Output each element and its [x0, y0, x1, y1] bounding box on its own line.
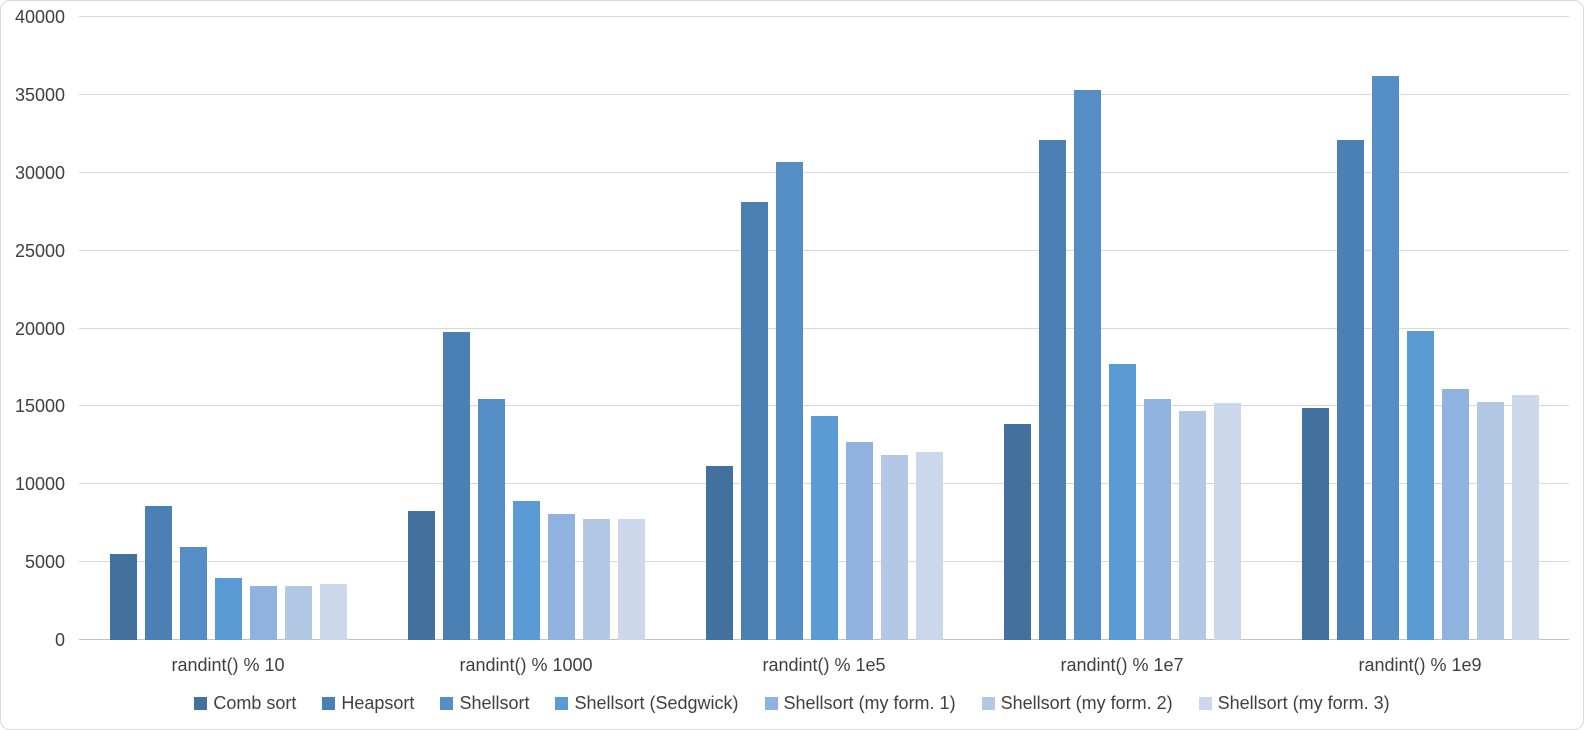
bar-comb-sort [1301, 407, 1329, 640]
bar-shellsort-my-form-1 [249, 585, 277, 640]
plot-area [79, 16, 1569, 640]
bar-comb-sort [705, 465, 733, 640]
legend-item-shellsort-my-form-1: Shellsort (my form. 1) [764, 692, 956, 714]
legend-label: Shellsort (my form. 2) [1000, 693, 1173, 713]
legend-item-shellsort-my-form-3: Shellsort (my form. 3) [1198, 692, 1390, 714]
bar-group-randint-1e7 [973, 17, 1271, 640]
y-axis-tick-label: 40000 [14, 7, 65, 27]
bar-group-randint-10 [79, 17, 377, 640]
bar-shellsort-my-form-2 [582, 519, 610, 640]
bar-groups-container [79, 17, 1569, 640]
legend-item-shellsort-sedgwick: Shellsort (Sedgwick) [555, 692, 739, 714]
bar-group-randint-1000 [377, 17, 675, 640]
legend-swatch-icon [322, 696, 336, 710]
bar-shellsort-my-form-3 [617, 519, 645, 640]
bar-shellsort-my-form-3 [319, 583, 347, 640]
y-axis-tick-label: 35000 [14, 84, 65, 105]
y-axis-tick-label: 10000 [14, 474, 65, 495]
gridline [79, 249, 1569, 251]
gridline [79, 405, 1569, 407]
legend-item-shellsort-my-form-2: Shellsort (my form. 2) [981, 692, 1173, 714]
bar-shellsort-my-form-2 [880, 454, 908, 640]
bar-comb-sort [1003, 423, 1031, 640]
legend: Comb sort Heapsort Shellsort Shellsort (Sed… [1, 692, 1583, 714]
legend-label: Heapsort [341, 693, 415, 713]
bar-heapsort [144, 506, 172, 640]
bar-heapsort [740, 202, 768, 640]
bar-shellsort-my-form-2 [284, 585, 312, 640]
x-axis-category-label: randint() % 10 [171, 655, 285, 675]
legend-item-heapsort: Heapsort [322, 692, 414, 714]
bar-shellsort [477, 398, 505, 640]
bar-comb-sort [407, 510, 435, 640]
bar-group-randint-1e9 [1271, 17, 1569, 640]
legend-swatch-icon [555, 696, 569, 710]
bar-shellsort-sedgwick [810, 415, 838, 640]
bar-heapsort [442, 331, 470, 640]
gridline [79, 16, 1569, 17]
x-axis: randint() % 10 randint() % 1000 randint() … [79, 654, 1569, 676]
legend-swatch-icon [440, 696, 454, 710]
bar-comb-sort [109, 554, 137, 640]
bar-shellsort-my-form-1 [547, 513, 575, 640]
legend-item-comb-sort: Comb sort [194, 692, 296, 714]
legend-item-shellsort: Shellsort [440, 692, 529, 714]
legend-label: Shellsort (my form. 1) [783, 693, 956, 713]
legend-swatch-icon [981, 696, 995, 710]
bar-shellsort [1073, 90, 1101, 640]
bar-shellsort-sedgwick [512, 501, 540, 640]
x-axis-category-label: randint() % 1000 [459, 655, 593, 675]
bar-shellsort [179, 546, 207, 640]
bar-shellsort-my-form-1 [845, 442, 873, 640]
bar-shellsort [1371, 76, 1399, 640]
y-axis-tick-label: 15000 [14, 396, 65, 417]
x-axis-category-label: randint() % 1e9 [1358, 655, 1482, 675]
bar-shellsort-my-form-3 [1511, 395, 1539, 640]
bar-shellsort-my-form-2 [1476, 401, 1504, 640]
legend-swatch-icon [1198, 696, 1212, 710]
y-axis-tick-label: 5000 [24, 552, 65, 573]
legend-label: Shellsort (my form. 3) [1217, 693, 1390, 713]
x-axis-category-label: randint() % 1e7 [1060, 655, 1184, 675]
bar-shellsort-sedgwick [1108, 364, 1136, 640]
bar-shellsort-my-form-1 [1441, 389, 1469, 640]
gridline [79, 327, 1569, 329]
bar-shellsort-my-form-1 [1143, 398, 1171, 640]
bar-shellsort [775, 161, 803, 640]
y-axis-tick-label: 20000 [14, 318, 65, 339]
bar-shellsort-my-form-3 [915, 451, 943, 640]
bar-shellsort-my-form-2 [1178, 411, 1206, 640]
legend-label: Comb sort [213, 693, 297, 713]
legend-label: Shellsort (Sedgwick) [574, 693, 739, 713]
x-axis-category-label: randint() % 1e5 [762, 655, 886, 675]
bar-shellsort-sedgwick [1406, 330, 1434, 640]
bar-heapsort [1038, 140, 1066, 640]
bar-shellsort-my-form-3 [1213, 403, 1241, 640]
legend-label: Shellsort [459, 693, 530, 713]
bar-group-randint-1e5 [675, 17, 973, 640]
bar-shellsort-sedgwick [214, 577, 242, 640]
gridline [79, 93, 1569, 95]
legend-swatch-icon [764, 696, 778, 710]
y-axis-tick-label: 30000 [14, 162, 65, 183]
y-axis-tick-label: 0 [54, 630, 65, 650]
y-axis-tick-label: 25000 [14, 240, 65, 261]
legend-swatch-icon [194, 696, 208, 710]
gridline [79, 171, 1569, 173]
bar-heapsort [1336, 140, 1364, 640]
